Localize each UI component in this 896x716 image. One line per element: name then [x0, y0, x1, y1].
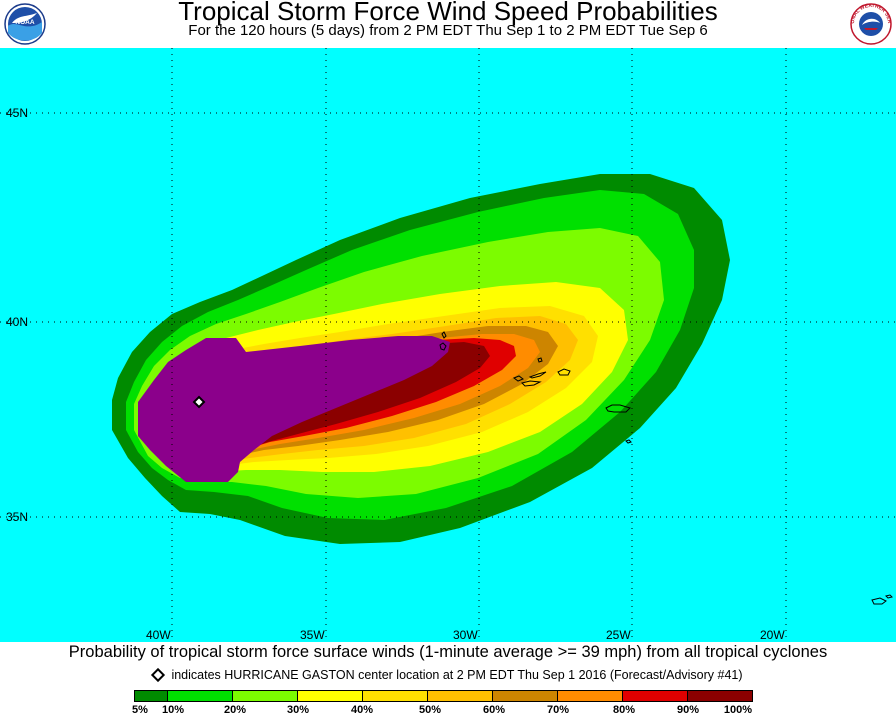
legend-swatch-90 — [687, 690, 753, 702]
storm-marker-diamond-icon — [192, 395, 206, 409]
legend-label-60: 60% — [482, 704, 506, 716]
legend-swatch-50 — [427, 690, 493, 702]
page-subtitle: For the 120 hours (5 days) from 2 PM EDT… — [188, 22, 708, 39]
storm-note-text: indicates HURRICANE GASTON center locati… — [171, 668, 743, 682]
legend-label-70: 70% — [546, 704, 570, 716]
probability-contours — [112, 174, 730, 544]
legend-label-5: 5% — [132, 704, 148, 716]
legend-swatch-5 — [134, 690, 168, 702]
legend-label-30: 30% — [286, 704, 310, 716]
islands — [439, 331, 893, 605]
island-corvo — [439, 342, 447, 351]
island-porto-santo — [885, 594, 893, 599]
legend-label-40: 40% — [350, 704, 374, 716]
lat-label-35n: 35N — [6, 510, 29, 524]
island-flores — [441, 331, 447, 339]
legend-swatch-10 — [167, 690, 233, 702]
legend: 5% 10% 20% 30% 40% 50% 60% 70% 80% 90% 1… — [0, 688, 896, 716]
island-terceira — [557, 368, 571, 376]
legend-label-90: 90% — [676, 704, 700, 716]
nws-logo-icon: NATIONAL WEATHER SERVICE — [850, 3, 892, 45]
legend-swatch-20 — [232, 690, 298, 702]
island-sao-jorge — [528, 371, 547, 379]
probability-map — [0, 48, 896, 642]
lon-label-40w: 40W — [146, 628, 171, 642]
lat-label-40n: 40N — [6, 315, 29, 329]
legend-label-100: 100% — [723, 704, 753, 716]
map-canvas — [0, 48, 896, 642]
header: NOAA Tropical Storm Force Wind Speed Pro… — [0, 0, 896, 48]
legend-label-20: 20% — [223, 704, 247, 716]
band-100 — [138, 336, 450, 482]
lon-label-20w: 20W — [760, 628, 785, 642]
legend-swatch-40 — [362, 690, 428, 702]
lat-label-45n: 45N — [6, 106, 29, 120]
lon-label-30w: 30W — [453, 628, 478, 642]
page-title: Tropical Storm Force Wind Speed Probabil… — [178, 0, 718, 26]
lon-label-25w: 25W — [606, 628, 631, 642]
legend-swatch-30 — [297, 690, 363, 702]
diamond-icon — [151, 667, 166, 682]
island-faial — [512, 375, 525, 382]
svg-text:NOAA: NOAA — [15, 19, 34, 26]
storm-note: indicates HURRICANE GASTON center locati… — [0, 667, 896, 683]
island-pico — [521, 380, 542, 387]
legend-label-80: 80% — [612, 704, 636, 716]
island-graciosa — [537, 357, 543, 363]
legend-label-10: 10% — [161, 704, 185, 716]
noaa-logo-icon: NOAA — [4, 3, 46, 45]
island-sao-miguel — [605, 404, 631, 413]
lon-label-35w: 35W — [300, 628, 325, 642]
legend-swatch-80 — [622, 690, 688, 702]
legend-label-50: 50% — [418, 704, 442, 716]
island-madeira — [871, 597, 887, 605]
legend-swatch-70 — [557, 690, 623, 702]
map-caption: Probability of tropical storm force surf… — [68, 643, 828, 661]
legend-swatch-60 — [492, 690, 558, 702]
island-santa-maria — [625, 439, 632, 444]
